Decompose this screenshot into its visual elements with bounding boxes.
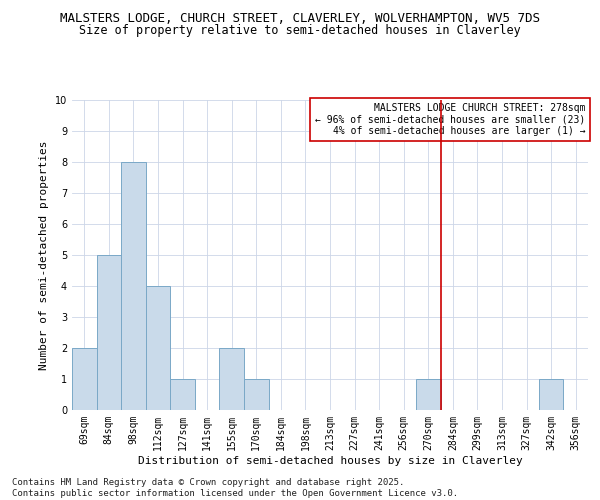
Bar	[170, 379, 195, 410]
Bar	[146, 286, 170, 410]
Text: Contains HM Land Registry data © Crown copyright and database right 2025.
Contai: Contains HM Land Registry data © Crown c…	[12, 478, 458, 498]
X-axis label: Distribution of semi-detached houses by size in Claverley: Distribution of semi-detached houses by …	[137, 456, 523, 466]
Bar	[121, 162, 146, 410]
Bar	[72, 348, 97, 410]
Bar	[244, 379, 269, 410]
Bar	[97, 255, 121, 410]
Bar	[220, 348, 244, 410]
Y-axis label: Number of semi-detached properties: Number of semi-detached properties	[40, 140, 49, 370]
Text: Size of property relative to semi-detached houses in Claverley: Size of property relative to semi-detach…	[79, 24, 521, 37]
Bar	[539, 379, 563, 410]
Text: MALSTERS LODGE, CHURCH STREET, CLAVERLEY, WOLVERHAMPTON, WV5 7DS: MALSTERS LODGE, CHURCH STREET, CLAVERLEY…	[60, 12, 540, 26]
Text: MALSTERS LODGE CHURCH STREET: 278sqm
← 96% of semi-detached houses are smaller (: MALSTERS LODGE CHURCH STREET: 278sqm ← 9…	[315, 103, 586, 136]
Bar	[416, 379, 440, 410]
